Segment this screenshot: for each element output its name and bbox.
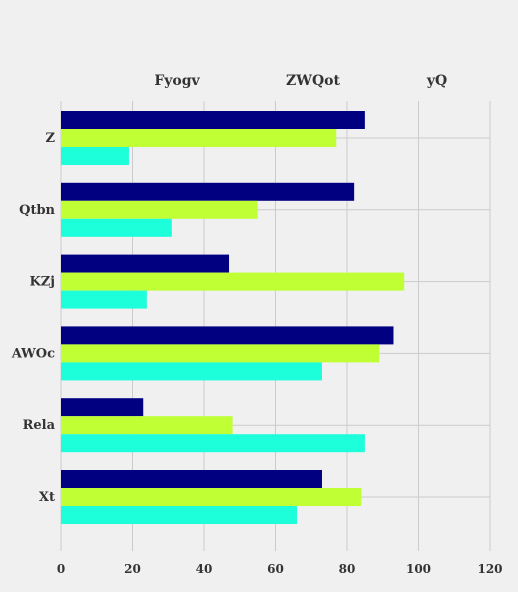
bar-Rela-Fyogv	[61, 398, 144, 417]
bar-KZj-yQ	[61, 290, 147, 309]
bar-Rela-ZWQot	[61, 416, 233, 435]
bar-Rela-yQ	[61, 434, 365, 453]
x-tick-label: 80	[339, 562, 356, 576]
bar-KZj-ZWQot	[61, 272, 405, 291]
x-tick-label: 40	[196, 562, 213, 576]
bar-Xt-ZWQot	[61, 488, 362, 506]
bar-Qtbn-yQ	[61, 218, 172, 237]
bar-Z-ZWQot	[61, 129, 337, 147]
category-label: Xt	[39, 490, 55, 505]
legend-item-Fyogv: Fyogv	[154, 73, 200, 89]
x-tick-label: 120	[477, 562, 502, 576]
bar-AWOc-yQ	[61, 362, 322, 381]
category-label: Qtbn	[19, 203, 55, 218]
bar-Z-Fyogv	[61, 111, 365, 129]
bar-KZj-Fyogv	[61, 254, 230, 273]
bar-Qtbn-ZWQot	[61, 200, 258, 219]
x-tick-label: 60	[267, 562, 284, 576]
bar-Xt-yQ	[61, 506, 297, 524]
bar-AWOc-Fyogv	[61, 326, 394, 345]
x-tick-label: 20	[124, 562, 141, 576]
legend: Fyogv ZWQot yQ	[154, 73, 447, 89]
category-label: KZj	[30, 275, 56, 290]
x-tick-labels: 0 20 40 60 80 100 120	[57, 562, 503, 576]
bar-Qtbn-Fyogv	[61, 182, 355, 201]
x-tick-label: 100	[406, 562, 431, 576]
legend-item-yQ: yQ	[426, 73, 447, 89]
bar-Xt-Fyogv	[61, 470, 322, 488]
legend-item-ZWQot: ZWQot	[286, 73, 340, 89]
bars	[61, 111, 405, 524]
bar-Z-yQ	[61, 147, 129, 165]
x-tick-label: 0	[57, 562, 65, 576]
bar-AWOc-ZWQot	[61, 344, 380, 363]
category-label: AWOc	[11, 346, 55, 361]
category-label: Z	[46, 131, 56, 146]
category-labels: Z Qtbn KZj AWOc Rela Xt	[11, 131, 56, 505]
category-label: Rela	[23, 418, 56, 433]
